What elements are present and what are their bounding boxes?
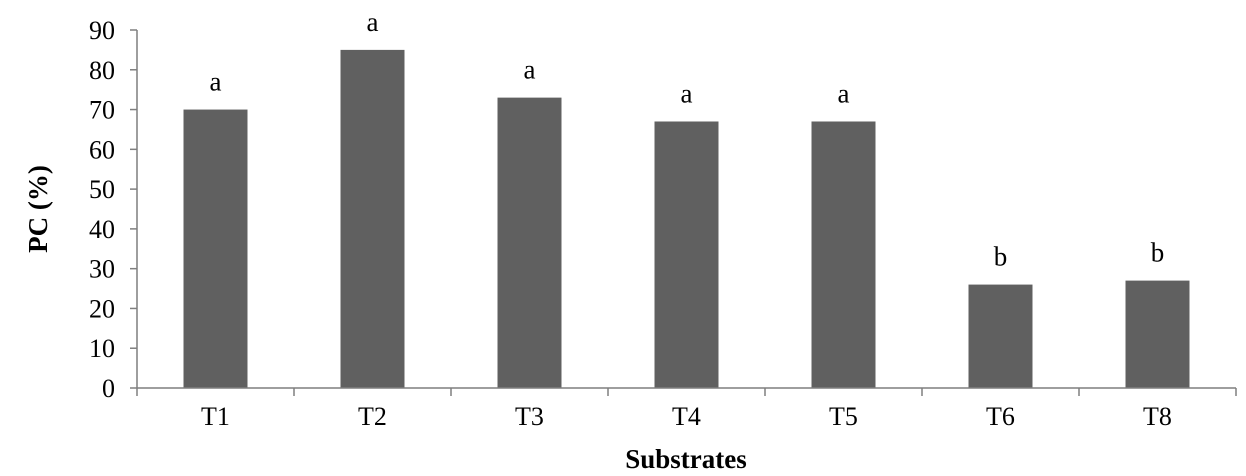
y-tick-label: 90	[89, 16, 115, 45]
x-tick-label: T6	[986, 402, 1015, 431]
y-tick-label: 70	[89, 96, 115, 125]
data-label: b	[994, 242, 1008, 272]
y-axis-title: PC (%)	[23, 165, 53, 253]
bar	[968, 284, 1033, 388]
y-tick-label: 50	[89, 175, 115, 204]
data-label: a	[524, 55, 536, 85]
y-tick-label: 60	[89, 135, 115, 164]
bar	[811, 121, 876, 388]
data-label: b	[1151, 238, 1165, 268]
bar	[654, 121, 719, 388]
y-tick-label: 0	[102, 374, 115, 403]
bar	[340, 49, 405, 389]
x-tick-label: T2	[358, 402, 387, 431]
y-tick-label: 80	[89, 56, 115, 85]
bar	[183, 109, 248, 389]
data-label: a	[367, 7, 379, 37]
x-tick-label: T1	[201, 402, 230, 431]
y-tick-label: 10	[89, 334, 115, 363]
data-label: a	[681, 78, 693, 108]
y-tick-label: 30	[89, 255, 115, 284]
y-tick-label: 40	[89, 215, 115, 244]
plot-area: 0 10 20 30 40 50 60 70 80 90 T1 a T2 a T3 a T4 a T5 a T6 b T8 b	[89, 7, 1237, 431]
x-tick-label: T4	[672, 402, 701, 431]
data-label: a	[838, 78, 850, 108]
x-tick-label: T3	[515, 402, 544, 431]
bar	[1125, 280, 1190, 388]
x-tick-label: T5	[829, 402, 858, 431]
x-axis-title: Substrates	[625, 444, 747, 474]
data-label: a	[210, 67, 222, 97]
y-tick-label: 20	[89, 294, 115, 323]
x-tick-label: T8	[1143, 402, 1172, 431]
bar	[497, 97, 562, 388]
